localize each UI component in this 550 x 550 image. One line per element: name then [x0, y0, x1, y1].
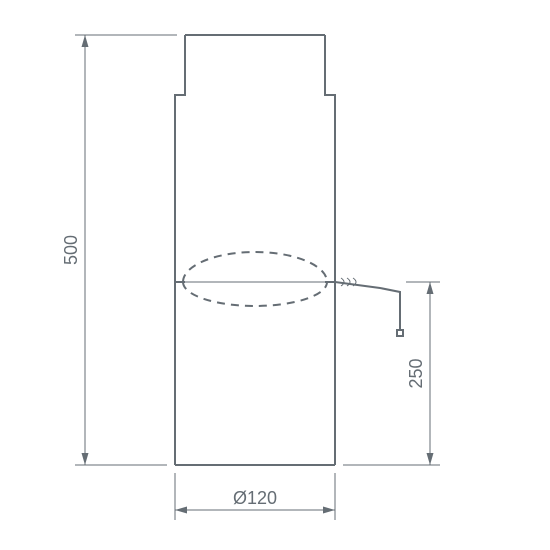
dimension-half-height-label: 250: [406, 358, 426, 388]
dimension-height-label: 500: [61, 235, 81, 265]
dimension-diameter-label: Ø120: [233, 488, 277, 508]
technical-drawing: 500 250 Ø120: [0, 0, 550, 550]
